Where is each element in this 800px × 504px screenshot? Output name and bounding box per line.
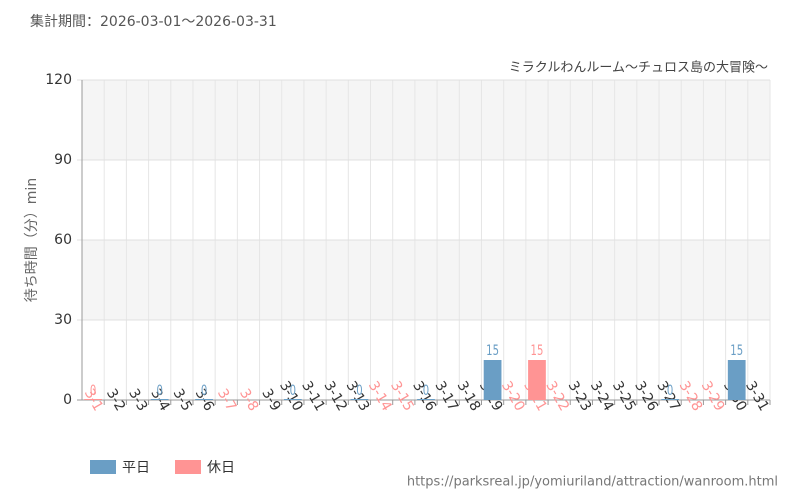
bar xyxy=(84,399,102,400)
value-label: 0 xyxy=(290,382,296,399)
bar xyxy=(528,360,546,400)
value-label: 0 xyxy=(90,382,96,399)
source-url: https://parksreal.jp/yomiuriland/attract… xyxy=(407,475,778,490)
bar xyxy=(483,360,502,400)
value-label: 0 xyxy=(201,382,207,399)
y-tick-label: 120 xyxy=(45,72,72,88)
header: 集計期間：2026-03-01～2026-03-31 xyxy=(30,13,277,30)
value-label: 0 xyxy=(156,382,162,399)
legend-label: 休日 xyxy=(207,460,235,476)
x-tick-label: 3-8 xyxy=(236,386,261,414)
bar xyxy=(283,399,302,400)
value-label: 15 xyxy=(730,342,743,359)
value-label: 0 xyxy=(423,382,429,399)
value-label: 0 xyxy=(356,382,362,399)
bar xyxy=(727,360,746,400)
y-tick-label: 0 xyxy=(63,392,72,408)
plot-band xyxy=(82,80,770,160)
x-tick-label: 3-31 xyxy=(742,378,772,414)
plot-band xyxy=(82,240,770,320)
legend-swatch xyxy=(90,460,116,474)
y-tick-label: 90 xyxy=(54,152,72,168)
y-axis-label: 待ち時間（分）min xyxy=(24,178,40,302)
value-label: 0 xyxy=(667,382,673,399)
bar xyxy=(195,399,213,400)
legend-label: 平日 xyxy=(122,460,150,476)
x-tick-label: 3-5 xyxy=(170,386,195,414)
legend-swatch xyxy=(175,460,201,474)
x-tick-label: 3-7 xyxy=(214,386,239,414)
y-tick-label: 60 xyxy=(54,232,72,248)
chart-title: ミラクルわんルーム～チュロス島の大冒険～ xyxy=(509,61,768,76)
value-label: 15 xyxy=(486,342,499,359)
bar xyxy=(150,399,169,400)
x-tick-label: 3-3 xyxy=(125,386,150,414)
bar xyxy=(417,399,435,400)
value-label: 15 xyxy=(531,342,544,359)
x-tick-label: 3-2 xyxy=(103,386,128,414)
y-tick-label: 30 xyxy=(54,312,72,328)
bar xyxy=(350,399,369,400)
bar xyxy=(661,399,680,400)
